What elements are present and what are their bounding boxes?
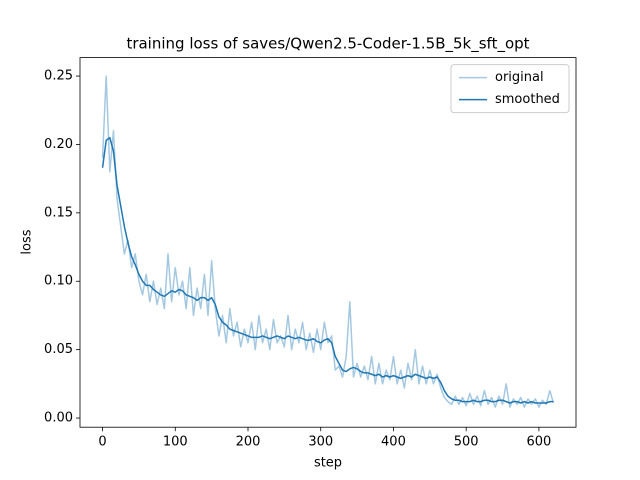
x-tick-label: 500 — [454, 435, 479, 450]
series-line — [101, 75, 555, 408]
y-tick-label: 0.00 — [44, 411, 73, 426]
x-tick-label: 300 — [308, 435, 333, 450]
y-axis-label: loss — [20, 229, 35, 254]
legend: original smoothed — [450, 64, 570, 114]
x-tick-label: 400 — [381, 435, 406, 450]
y-tick-label: 0.15 — [44, 205, 73, 220]
x-tick-label: 200 — [236, 435, 261, 450]
x-tick-label: 100 — [163, 435, 188, 450]
y-tick-label: 0.10 — [44, 274, 73, 289]
chart-title: training loss of saves/Qwen2.5-Coder-1.5… — [126, 35, 529, 54]
y-tick-label: 0.20 — [44, 137, 73, 152]
legend-label: smoothed — [495, 92, 560, 107]
legend-label: original — [495, 70, 544, 85]
plot-frame — [79, 57, 577, 428]
series-line — [101, 136, 554, 404]
legend-box — [450, 64, 570, 114]
y-tick-label: 0.25 — [44, 69, 73, 84]
x-axis-label: step — [314, 456, 342, 471]
y-tick-label: 0.05 — [44, 342, 73, 357]
x-tick-label: 600 — [526, 435, 551, 450]
x-tick-label: 0 — [98, 435, 106, 450]
